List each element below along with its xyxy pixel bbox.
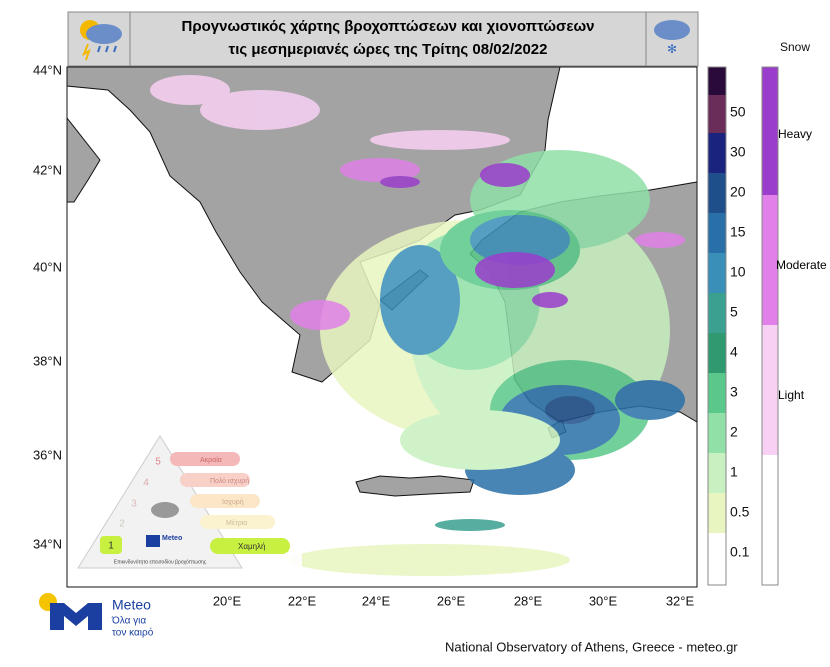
precip-label: 30 [730,144,746,160]
title: Προγνωστικός χάρτης βροχοπτώσεων και χιο… [182,18,595,35]
snow-label: Moderate [776,258,827,272]
footer: National Observatory of Athens, Greece -… [445,639,738,654]
level-number: 5 [155,457,161,468]
snow-label: Light [778,388,805,402]
precip-label: 5 [730,304,738,320]
level-label: Πολύ ισχυρή [210,477,249,485]
level-label: Ακραία [200,456,222,464]
logo-name: Meteo [112,597,151,613]
precip-label: 15 [730,224,746,240]
level-number: 3 [131,499,137,510]
meteo-logo: Meteo Όλα για τον καιρό [39,593,154,639]
level-2-bar [200,515,275,529]
level-5-bar [170,452,240,466]
level-3-bar [190,494,260,508]
svg-text:✻: ✻ [667,42,677,56]
precip-label: 2 [730,424,738,440]
lat-label: 44°N [33,62,62,77]
inset-risk-pyramid: Ακραία Πολύ ισχυρή Ισχυρή Μέτρια Χαμηλή … [68,432,302,582]
snow-legend-title: Snow [780,40,810,54]
precip-label: 0.5 [730,504,750,520]
precip-label: 20 [730,184,746,200]
snow-legend: Snow Heavy Moderate Light [761,40,827,586]
precip-label: 1 [730,464,738,480]
lat-axis: 44°N 42°N 40°N 38°N 36°N 34°N [33,62,62,551]
snow-label: Heavy [778,127,812,141]
lat-label: 38°N [33,353,62,368]
level-label: Μέτρια [226,519,247,527]
lon-label: 28°E [514,593,543,608]
level-number: 4 [143,478,149,489]
lon-label: 30°E [589,593,618,608]
level-4-bar [180,473,250,487]
title-box [129,11,647,67]
logo-slogan: τον καιρό [112,627,154,639]
lat-label: 34°N [33,536,62,551]
lon-label: 22°E [288,593,317,608]
logo-slogan: Όλα για [111,616,146,627]
precip-label: 0.1 [730,544,750,560]
precip-label: 10 [730,264,746,280]
lat-label: 40°N [33,259,62,274]
level-number: 1 [108,541,114,552]
precip-legend: 50 30 20 15 10 5 4 3 2 1 0.5 0.1 [707,66,750,586]
precip-label: 4 [730,344,738,360]
level-label: Χαμηλή [238,542,265,551]
snow-field [150,75,685,330]
snow-icon: ✻ [654,20,690,56]
precip-label: 50 [730,104,746,120]
lon-label: 24°E [362,593,391,608]
lon-axis: 20°E 22°E 24°E 26°E 28°E 30°E 32°E [213,593,695,608]
lat-label: 42°N [33,162,62,177]
lat-label: 36°N [33,447,62,462]
subtitle: τις μεσημεριανές ώρες της Τρίτης 08/02/2… [229,41,548,58]
lon-label: 32°E [666,593,695,608]
level-1-bar [210,538,290,554]
inset-caption: Επικινδυνότητα επεισοδίου βροχόπτωσης [114,558,207,565]
lon-label: 20°E [213,593,242,608]
level-label: Ισχυρή [222,499,244,506]
lon-label: 26°E [437,593,466,608]
land-italy [66,116,101,203]
precip-label: 3 [730,384,738,400]
rain-icon [80,20,122,61]
precipitation-field [290,150,685,576]
map: Ακραία Πολύ ισχυρή Ισχυρή Μέτρια Χαμηλή … [66,66,698,588]
land-crete [355,475,475,497]
inset-brand: Meteo [162,535,182,542]
level-number: 2 [119,519,125,530]
